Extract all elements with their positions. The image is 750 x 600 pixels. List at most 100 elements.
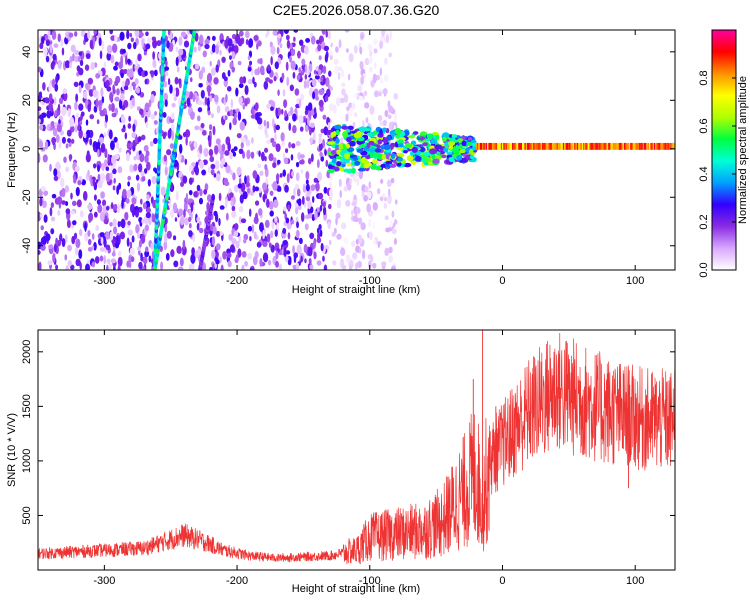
spectrogram-cell — [84, 232, 89, 242]
spectrogram-carrier-line-cell — [584, 142, 586, 150]
spectrogram-cell — [43, 214, 48, 223]
spectrogram-feature-noise — [38, 30, 332, 270]
spectrogram-cell — [313, 251, 317, 260]
spectrogram-cell — [320, 75, 324, 83]
spectrogram-carrier-line-cell — [565, 142, 568, 150]
spectrogram-carrier-line-cell — [666, 142, 668, 150]
spectrogram-cell — [236, 166, 242, 176]
spectrogram-carrier-line-cell — [656, 142, 658, 150]
spectrogram-cell — [294, 183, 300, 191]
spectrogram-cell — [90, 62, 95, 70]
spectrogram-cell — [232, 151, 237, 157]
spectrogram-cell — [274, 61, 279, 70]
spectrogram-cell — [166, 149, 172, 156]
spectrogram-cell — [93, 194, 97, 201]
spectrogram-carrier-line-cell — [582, 142, 585, 150]
spectrogram-carrier-line-cell — [607, 142, 610, 150]
spectrogram-cell — [318, 136, 322, 145]
spectrogram-carrier-line-cell — [648, 142, 651, 150]
spectrogram-cell — [153, 138, 158, 145]
spectrogram-cell — [361, 249, 366, 260]
spectrogram-carrier-cell — [360, 157, 366, 164]
spectrogram-cell — [353, 93, 358, 99]
spectrogram-cell — [41, 112, 47, 118]
spectrogram-cell — [105, 231, 110, 240]
spectrogram-cell — [132, 123, 136, 133]
spectrogram-cell — [304, 109, 309, 116]
spectrogram-cell — [78, 128, 83, 139]
spectrogram-cell — [196, 184, 201, 192]
spectrogram-cell — [129, 241, 133, 248]
spectrogram-cell — [306, 68, 310, 76]
spectrogram-cell — [367, 191, 372, 199]
spectrogram-cell — [87, 238, 92, 246]
spectrogram-cell — [310, 184, 316, 191]
spectrogram-carrier-cell — [434, 144, 443, 150]
spectrogram-carrier-cell — [429, 148, 438, 155]
spectrogram-cell — [322, 255, 325, 262]
spectrogram-cell — [59, 233, 63, 242]
spectrogram-cell — [256, 42, 259, 50]
spectrogram-cell — [75, 238, 81, 249]
spectrogram-cell — [178, 208, 184, 217]
spectrogram-cell — [110, 258, 117, 264]
spectrogram-cell — [381, 30, 386, 37]
spectrogram-cell — [284, 255, 289, 262]
spectrogram-cell — [64, 60, 71, 69]
spectrogram-carrier-cell — [346, 136, 352, 143]
spectrogram-cell — [178, 48, 184, 56]
spectrogram-cell — [158, 52, 162, 60]
spectrogram-carrier-line-cell — [500, 142, 503, 150]
spectrogram-cell — [351, 201, 357, 206]
spectrogram-carrier-line-cell — [499, 142, 502, 150]
spectrogram-cell — [231, 238, 237, 245]
spectrogram-cell — [121, 116, 126, 124]
spectrogram-cell — [73, 176, 77, 184]
spectrogram-carrier-line-cell — [518, 142, 520, 150]
spectrogram-cell — [251, 224, 255, 234]
spectrogram-cell — [272, 181, 278, 191]
spectrogram-cell — [45, 55, 50, 63]
spectrogram-frame — [37, 29, 676, 271]
spectrogram-cell — [127, 42, 132, 50]
spectrogram-carrier-cell — [339, 167, 345, 172]
spectrogram-cell — [276, 46, 280, 55]
spectrogram-cell — [196, 216, 200, 222]
spectrogram-cell — [129, 32, 133, 38]
spectrogram-cell — [211, 35, 216, 41]
spectrogram-cell — [238, 148, 244, 155]
spectrogram-cell — [65, 208, 71, 215]
colorbar-tick-label: 0.0 — [698, 262, 710, 277]
spectrogram-cell — [368, 260, 372, 269]
spectrogram-cell — [379, 67, 383, 76]
spectrogram-carrier-line-cell — [485, 142, 488, 150]
spectrogram-cell — [379, 78, 384, 84]
spectrogram-cell — [285, 148, 289, 154]
spectrogram-carrier-cell — [372, 158, 379, 165]
spectrogram-streak-cell — [192, 30, 197, 34]
spectrogram-cell — [286, 39, 291, 49]
spectrogram-cell — [123, 99, 129, 108]
spectrogram-cell — [305, 38, 311, 43]
spectrogram-cell — [299, 126, 304, 132]
spectrogram-cell — [240, 137, 246, 143]
spectrogram-carrier-line-cell — [483, 142, 486, 150]
spectrogram-cell — [305, 171, 310, 180]
spectrogram-cell — [87, 169, 90, 178]
spectrogram-carrier-line-cell — [606, 142, 609, 150]
spectrogram-cell — [198, 34, 204, 45]
spectrogram-cell — [53, 43, 59, 48]
spectrogram-cell — [141, 175, 146, 182]
spectrogram-cell — [295, 206, 299, 215]
spectrogram-cell — [188, 189, 193, 196]
spectrogram-cell — [360, 35, 364, 40]
spectrogram-cell — [152, 51, 156, 60]
spectrogram-cell — [132, 145, 136, 152]
spectrogram-carrier-line-cell — [658, 142, 661, 150]
spectrogram-cell — [392, 222, 396, 228]
spectrogram-cell — [328, 188, 334, 198]
spectrogram-cell — [175, 190, 179, 201]
spectrogram-cell — [140, 170, 145, 177]
spectrogram-carrier-line-cell — [520, 142, 523, 150]
spectrogram-cell — [212, 125, 216, 136]
